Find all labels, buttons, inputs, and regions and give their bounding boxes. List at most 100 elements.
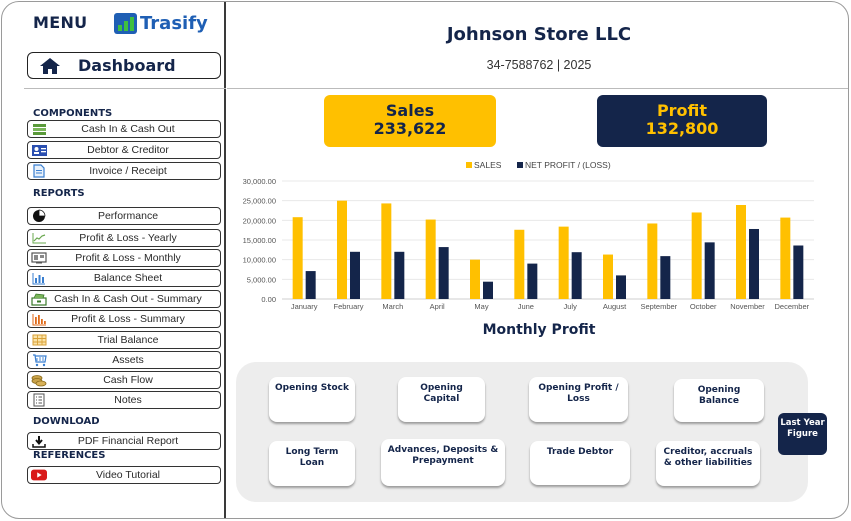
nav-pl-summary[interactable]: Profit & Loss - Summary xyxy=(27,310,221,328)
x-tick-label: June xyxy=(518,302,534,311)
nav-label: Cash In & Cash Out xyxy=(81,123,175,135)
y-tick-label: 20,000.00 xyxy=(243,216,276,225)
legend-label: NET PROFIT / (LOSS) xyxy=(525,160,611,170)
nav-cash-summary[interactable]: Cash In & Cash Out - Summary xyxy=(27,290,221,308)
bar-net-profit-january xyxy=(305,271,316,299)
advances-deposits-card[interactable]: Advances, Deposits & Prepayment xyxy=(381,439,505,486)
nav-performance[interactable]: Performance xyxy=(27,207,221,225)
monthly-profit-chart: 0.00 5,000.00 10,000.00 15,000.00 20,000.00 2… xyxy=(243,160,814,311)
legend-swatch xyxy=(466,162,472,168)
x-tick-label: March xyxy=(382,302,403,311)
bar-sales-december xyxy=(780,217,791,299)
bar-sales-may xyxy=(470,259,480,299)
nav-cash-in-cash-out[interactable]: Cash In & Cash Out xyxy=(27,120,221,138)
section-references: REFERENCES xyxy=(33,450,106,461)
bar-sales-november xyxy=(736,204,746,299)
pie-chart-icon xyxy=(31,209,47,223)
bar-sales-july xyxy=(558,226,569,299)
profit-kpi: Profit 132,800 xyxy=(597,95,767,147)
section-reports: REPORTS xyxy=(33,188,85,199)
youtube-play-icon xyxy=(31,468,47,482)
bar-net-profit-september xyxy=(660,256,671,299)
nav-label: Invoice / Receipt xyxy=(89,165,167,177)
y-tick-label: 25,000.00 xyxy=(243,197,276,206)
dashboard-button[interactable]: Dashboard xyxy=(27,52,221,79)
nav-pl-monthly[interactable]: Profit & Loss - Monthly xyxy=(27,249,221,267)
bar-net-profit-may xyxy=(483,281,493,299)
cart-icon xyxy=(31,353,47,367)
bar-net-profit-april xyxy=(438,247,449,299)
bar-net-profit-june xyxy=(527,263,538,299)
nav-balance-sheet[interactable]: Balance Sheet xyxy=(27,269,221,287)
nav-cash-flow[interactable]: Cash Flow xyxy=(27,371,221,389)
monitor-icon xyxy=(31,251,47,265)
nav-label: PDF Financial Report xyxy=(77,435,179,447)
cash-register-icon xyxy=(31,292,47,306)
creditor-accruals-card[interactable]: Creditor, accruals & other liabilities xyxy=(656,441,760,486)
section-download: DOWNLOAD xyxy=(33,416,100,427)
column-chart-icon xyxy=(31,312,47,326)
line-chart-icon xyxy=(31,231,47,245)
trade-debtor-card[interactable]: Trade Debtor xyxy=(530,441,630,485)
nav-label: Debtor & Creditor xyxy=(87,144,169,156)
nav-label: Profit & Loss - Yearly xyxy=(79,232,177,244)
x-tick-label: January xyxy=(291,302,318,311)
last-year-figure-button[interactable]: Last Year Figure xyxy=(778,413,827,455)
nav-invoice-receipt[interactable]: Invoice / Receipt xyxy=(27,162,221,180)
x-tick-label: February xyxy=(333,302,363,311)
bar-sales-april xyxy=(425,219,436,299)
nav-pl-yearly[interactable]: Profit & Loss - Yearly xyxy=(27,229,221,247)
x-tick-label: October xyxy=(690,302,717,311)
x-tick-label: August xyxy=(603,302,627,311)
opening-stock-card[interactable]: Opening Stock xyxy=(269,377,355,422)
x-tick-label: November xyxy=(730,302,765,311)
bar-sales-january xyxy=(292,217,303,299)
nav-label: Balance Sheet xyxy=(93,272,163,284)
sales-kpi: Sales 233,622 xyxy=(324,95,496,147)
menu-title: MENU xyxy=(33,13,88,32)
opening-profit-loss-card[interactable]: Opening Profit / Loss xyxy=(529,377,628,422)
nav-label: Video Tutorial xyxy=(95,469,160,481)
nav-debtor-creditor[interactable]: Debtor & Creditor xyxy=(27,141,221,159)
y-tick-label: 10,000.00 xyxy=(243,256,276,265)
nav-label: Cash In & Cash Out - Summary xyxy=(54,293,202,305)
nav-label: Performance xyxy=(97,210,159,222)
nav-video-tutorial[interactable]: Video Tutorial xyxy=(27,466,221,484)
opening-capital-card[interactable]: Opening Capital xyxy=(398,377,485,422)
y-tick-label: 30,000.00 xyxy=(243,177,276,186)
x-tick-label: December xyxy=(775,302,810,311)
nav-label: Profit & Loss - Monthly xyxy=(75,252,181,264)
logo: Trasify xyxy=(114,13,208,34)
notes-list-icon xyxy=(31,393,47,407)
nav-label: Trial Balance xyxy=(97,334,159,346)
company-name: Johnson Store LLC xyxy=(446,24,632,45)
home-icon xyxy=(38,56,62,76)
money-stack-icon xyxy=(31,122,47,136)
bar-net-profit-august xyxy=(616,275,626,299)
nav-label: Assets xyxy=(112,354,144,366)
opening-balance-card[interactable]: Opening Balance xyxy=(674,379,764,422)
legend-label: SALES xyxy=(474,160,502,170)
sidebar: MENU Trasify Dashboard COMPONENTS Cash I… xyxy=(2,2,226,518)
nav-trial-balance[interactable]: Trial Balance xyxy=(27,331,221,349)
profit-label: Profit xyxy=(656,101,708,120)
long-term-loan-card[interactable]: Long Term Loan xyxy=(269,441,355,486)
y-tick-label: 5,000.00 xyxy=(247,275,276,284)
bar-sales-september xyxy=(647,223,658,299)
x-tick-label: April xyxy=(430,302,445,311)
nav-notes[interactable]: Notes xyxy=(27,391,221,409)
profit-value: 132,800 xyxy=(645,119,719,138)
nav-pdf-report[interactable]: PDF Financial Report xyxy=(27,432,221,450)
nav-label: Profit & Loss - Summary xyxy=(71,313,185,325)
contact-card-icon xyxy=(31,143,47,157)
sales-value: 233,622 xyxy=(373,119,447,138)
chart-title: Monthly Profit xyxy=(482,322,596,338)
nav-assets[interactable]: Assets xyxy=(27,351,221,369)
bar-net-profit-february xyxy=(350,251,360,299)
sidebar-divider xyxy=(24,88,226,89)
legend-swatch xyxy=(517,162,523,168)
download-icon xyxy=(31,434,47,448)
bar-net-profit-december xyxy=(793,245,804,299)
logo-text: Trasify xyxy=(140,13,208,34)
